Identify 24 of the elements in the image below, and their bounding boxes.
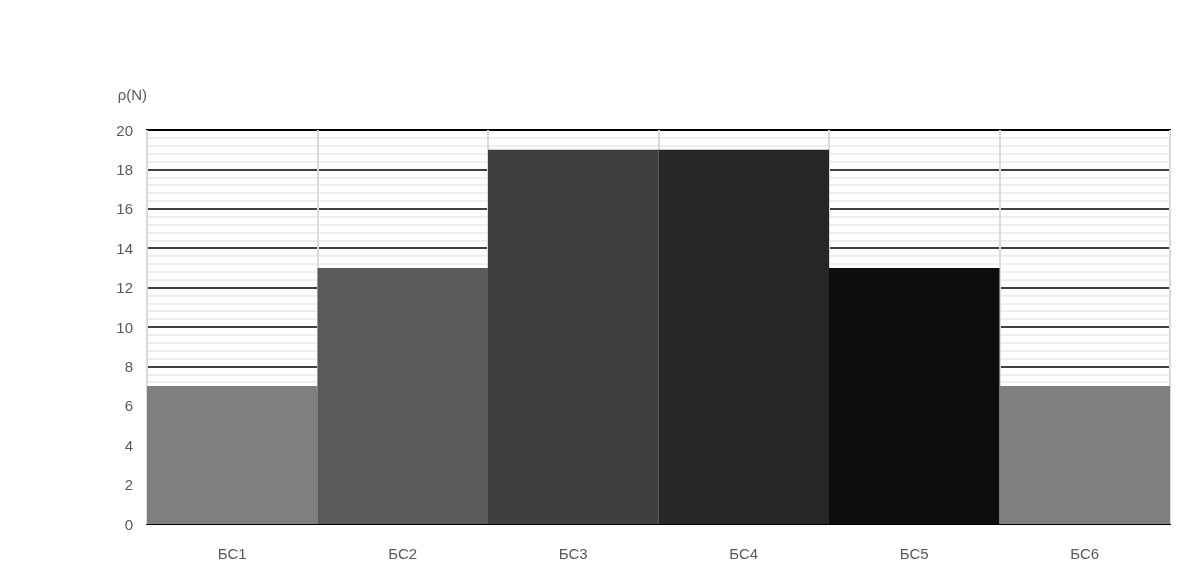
y-tick-label: 20 [116,121,133,139]
x-tick-label: БС1 [217,545,247,562]
x-tick-label: БС5 [899,545,929,562]
bar [488,149,659,524]
x-tick-label: БС2 [388,545,418,562]
bar [658,149,829,524]
y-tick-label: 10 [116,318,133,336]
bar [999,386,1170,524]
y-tick-label: 2 [124,476,133,494]
x-tick-label: БС4 [729,545,759,562]
y-tick-label: 6 [124,397,133,415]
y-tick-label: 18 [116,160,133,178]
y-tick-label: 4 [124,436,133,454]
y-tick-label: 0 [124,515,133,533]
bar [829,267,1000,524]
y-axis-title: ρ(N) [117,86,147,103]
y-tick-label: 16 [116,200,133,218]
x-tick-label: БС6 [1070,545,1100,562]
y-tick-label: 8 [124,357,133,375]
bar [147,386,318,524]
x-tick-label: БС3 [558,545,588,562]
bar [317,267,488,524]
y-tick-label: 14 [116,239,133,257]
y-tick-label: 12 [116,279,133,297]
